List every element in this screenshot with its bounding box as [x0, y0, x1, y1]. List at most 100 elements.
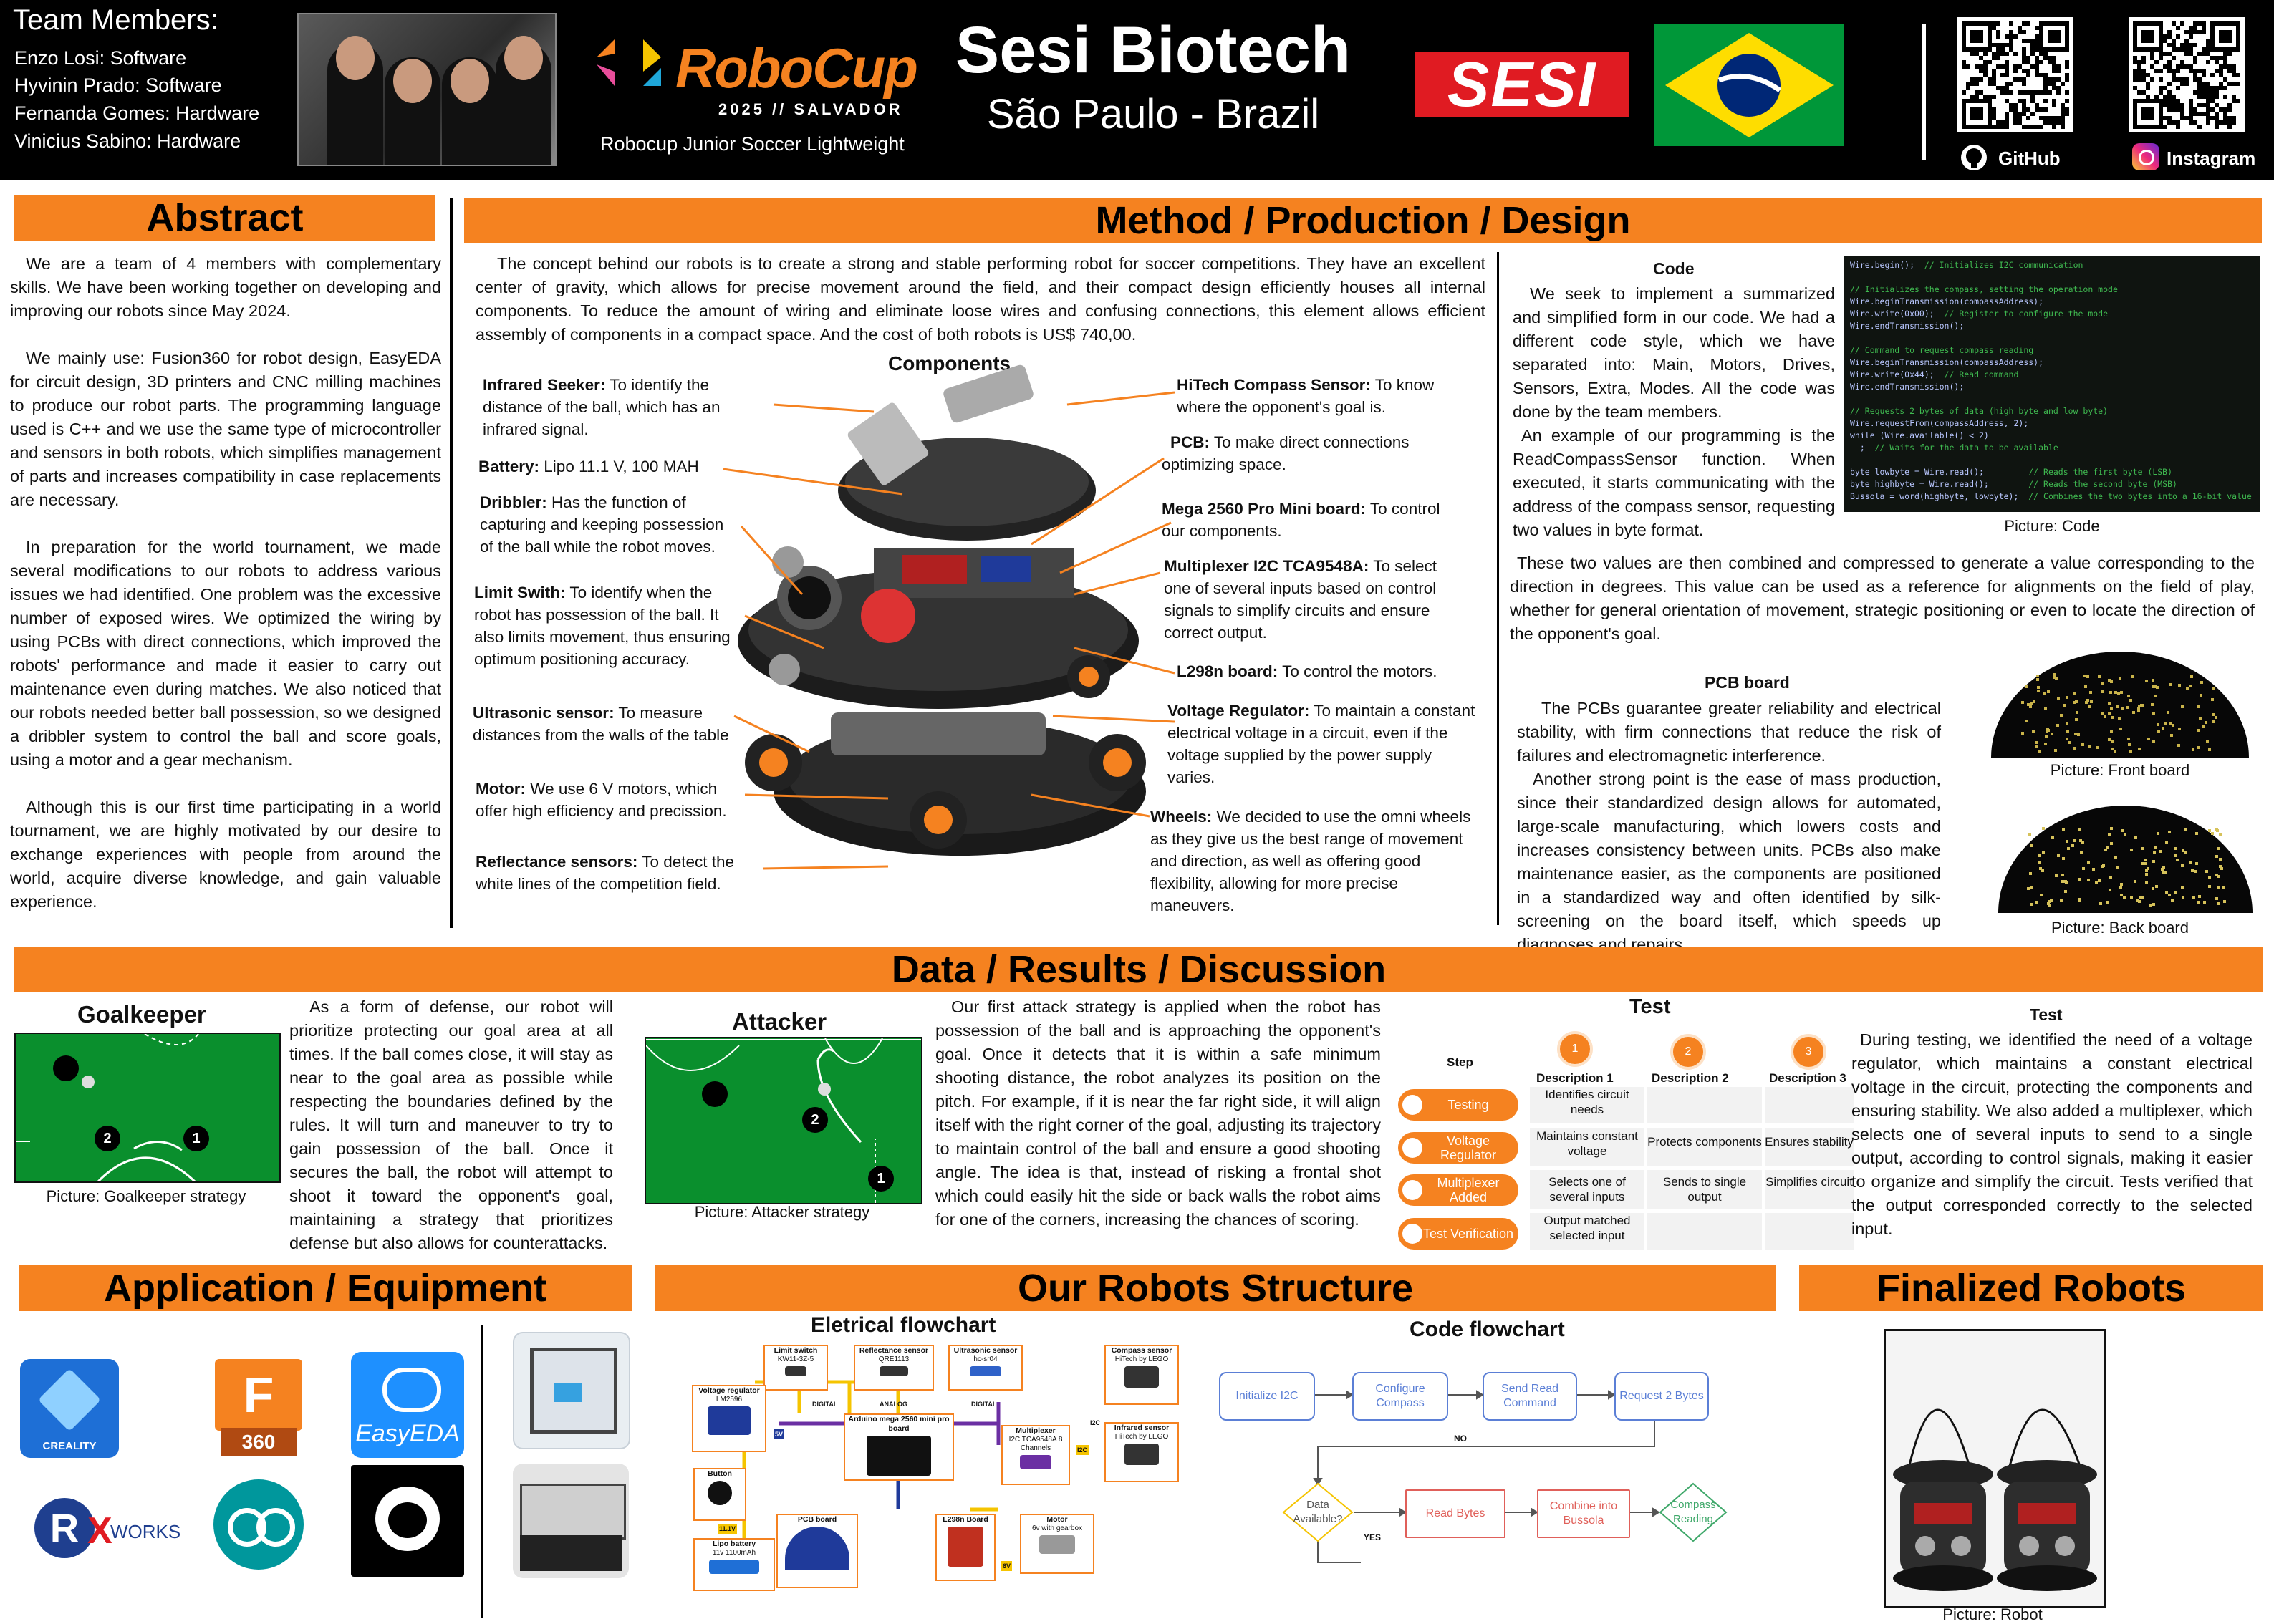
elec-lipo-battery: Lipo battery 11v 1100mAh — [693, 1538, 775, 1591]
elec-tag-digital-2: DIGITAL — [971, 1401, 997, 1408]
header-divider — [1922, 24, 1926, 160]
component-multiplexer: Multiplexer I2C TCA9548A: To select one … — [1164, 557, 1437, 642]
elec-motor: Motor 6v with gearbox — [1020, 1514, 1094, 1574]
test-row1-d3 — [1765, 1087, 1854, 1123]
code-line: byte highbyte = Wire.read(); // Reads th… — [1850, 479, 2177, 489]
flow-send-read-command: Send Read Command — [1483, 1372, 1577, 1421]
sesi-logo: SESI — [1415, 52, 1629, 117]
elec-ultrasonic-sensor: Ultrasonic sensor hc-sr04 — [948, 1345, 1023, 1391]
member-4: Vinicius Sabino: Hardware — [14, 130, 241, 152]
elec-arduino-board: Arduino mega 2560 mini pro board — [844, 1413, 954, 1481]
elec-button: Button — [693, 1468, 746, 1521]
member-3: Fernanda Gomes: Hardware — [14, 102, 260, 124]
easyeda-icon: EasyEDA — [351, 1352, 464, 1458]
instagram-qr-code[interactable] — [2129, 17, 2245, 132]
finalized-caption: Picture: Robot — [1942, 1605, 2043, 1623]
code-title: Code — [1653, 259, 1695, 278]
component-pcb: PCB: To make direct connections optimizi… — [1162, 433, 1410, 473]
robocup-wordmark: RoboCup — [675, 37, 918, 100]
finalized-robots-image — [1884, 1329, 2106, 1608]
component-infrared-seeker: Infrared Seeker: To identify the distanc… — [483, 376, 721, 438]
finalized-title: Finalized Robots — [1799, 1265, 2263, 1311]
test-step-voltage: Voltage Regulator — [1398, 1132, 1518, 1164]
component-limit-switch: Limit Swith: To identify when the robot … — [474, 584, 731, 668]
abstract-body: We are a team of 4 members with compleme… — [10, 252, 441, 914]
component-compass: HiTech Compass Sensor: To know where the… — [1177, 376, 1435, 416]
elec-flowchart-title: Eletrical flowchart — [811, 1313, 996, 1337]
code-line: Bussola = word(highbyte, lowbyte); // Co… — [1850, 491, 2252, 501]
github-icon[interactable] — [1961, 145, 1987, 170]
test-row2-d2: Protects components — [1647, 1128, 1762, 1166]
robocup-logo: RoboCup 2025 // SALVADOR — [589, 29, 918, 122]
elec-tag-analog: ANALOG — [880, 1401, 907, 1408]
elec-infrared-sensor: Infrared sensor HiTech by LEGO — [1104, 1422, 1179, 1482]
method-intro: The concept behind our robots is to crea… — [476, 254, 1485, 344]
header-bar: Team Members: Enzo Losi: Software Hyvini… — [0, 0, 2274, 180]
goalkeeper-caption: Picture: Goalkeeper strategy — [46, 1187, 246, 1205]
robocup-year: 2025 // SALVADOR — [718, 100, 903, 118]
elec-tag-digital-1: DIGITAL — [812, 1401, 838, 1408]
test-header-d2: Description 2 — [1652, 1071, 1729, 1085]
method-divider — [1497, 252, 1499, 925]
member-2: Hyvinin Prado: Software — [14, 74, 222, 96]
test-header-step: Step — [1447, 1055, 1473, 1069]
pcb-front-caption: Picture: Front board — [2050, 761, 2190, 779]
test-row1-d2 — [1647, 1087, 1762, 1123]
goalkeeper-title: Goalkeeper — [77, 1001, 206, 1028]
team-members-title: Team Members: — [13, 4, 218, 36]
pcb-back-caption: Picture: Back board — [2051, 919, 2189, 937]
code-p2: An example of our programming is the Rea… — [1513, 426, 1835, 539]
code-line: Wire.endTransmission(); — [1850, 321, 1965, 331]
abstract-divider — [450, 198, 453, 928]
code-caption: Picture: Code — [2004, 517, 2100, 535]
code-line: while (Wire.available() < 2) — [1850, 430, 1989, 440]
goalkeeper-robot-1: 1 — [183, 1126, 209, 1151]
code-p3: These two values are then combined and c… — [1510, 554, 2255, 643]
robot-render — [731, 362, 1160, 877]
elec-reflectance-sensor: Reflectance sensor QRE1113 — [854, 1345, 934, 1391]
code-flowchart: Initialize I2C Configure Compass Send Re… — [1210, 1353, 1728, 1568]
github-logo-icon — [351, 1465, 464, 1577]
test-row2-d1: Maintains constant voltage — [1530, 1128, 1644, 1166]
pcb-p1: The PCBs guarantee greater reliability a… — [1517, 699, 1941, 765]
goalkeeper-field-image: 2 1 — [14, 1033, 281, 1183]
creality-icon: CREALITY — [20, 1359, 119, 1458]
test-step-multiplexer: Multiplexer Added — [1398, 1174, 1518, 1206]
code-screenshot: Wire.begin(); // Initializes I2C communi… — [1844, 256, 2260, 512]
method-title: Method / Production / Design — [464, 198, 2262, 243]
test-header-d3: Description 3 — [1769, 1071, 1846, 1085]
code-line: Wire.requestFrom(compassAddress, 2); — [1850, 418, 2029, 428]
flow-request-2-bytes: Request 2 Bytes — [1614, 1372, 1709, 1421]
code-line: Wire.write(0x44); // Read command — [1850, 369, 2019, 380]
test-row4-d1: Output matched selected input — [1530, 1213, 1644, 1250]
test-row2-d3: Ensures stability — [1765, 1128, 1854, 1166]
github-qr-code[interactable] — [1957, 17, 2073, 132]
code-line: Wire.write(0x00); // Register to configu… — [1850, 309, 2109, 319]
component-battery: Battery: Lipo 11.1 V, 100 MAH — [478, 458, 699, 475]
test-row3-d3: Simplifies circuit — [1765, 1170, 1854, 1209]
elec-tag-i2c-1: I2C — [1076, 1445, 1089, 1455]
test-row3-d1: Selects one of several inputs — [1530, 1170, 1644, 1209]
test-header-d1: Description 1 — [1536, 1071, 1614, 1085]
test-table-title: Test — [1629, 995, 1671, 1018]
attacker-caption: Picture: Attacker strategy — [694, 1203, 870, 1221]
component-l298n: L298n board: To control the motors. — [1177, 662, 1437, 680]
code-line — [1850, 393, 2254, 405]
code-line — [1850, 332, 2254, 344]
github-label[interactable]: GitHub — [1998, 148, 2061, 169]
elec-tag-6v: 6V — [1001, 1561, 1013, 1571]
flow-initialize-i2c: Initialize I2C — [1219, 1372, 1315, 1421]
test-step-verification: Test Verification — [1398, 1218, 1518, 1250]
results-title: Data / Results / Discussion — [14, 947, 2263, 992]
brazil-flag — [1654, 24, 1844, 146]
code-flowchart-title: Code flowchart — [1410, 1318, 1565, 1341]
instagram-label[interactable]: Instagram — [2167, 148, 2256, 169]
abstract-p1: We are a team of 4 members with compleme… — [10, 254, 441, 320]
code-line: ; // Waits for the data to be available — [1850, 443, 2058, 453]
instagram-icon[interactable] — [2132, 143, 2159, 170]
test-text: During testing, we identified the need o… — [1851, 1030, 2253, 1238]
pcb-front-image — [1991, 652, 2249, 758]
component-wheels: Wheels: We decided to use the omni wheel… — [1150, 808, 1471, 914]
abstract-p2: We mainly use: Fusion360 for robot desig… — [10, 349, 441, 509]
component-dribbler: Dribbler: Has the function of capturing … — [480, 493, 724, 556]
